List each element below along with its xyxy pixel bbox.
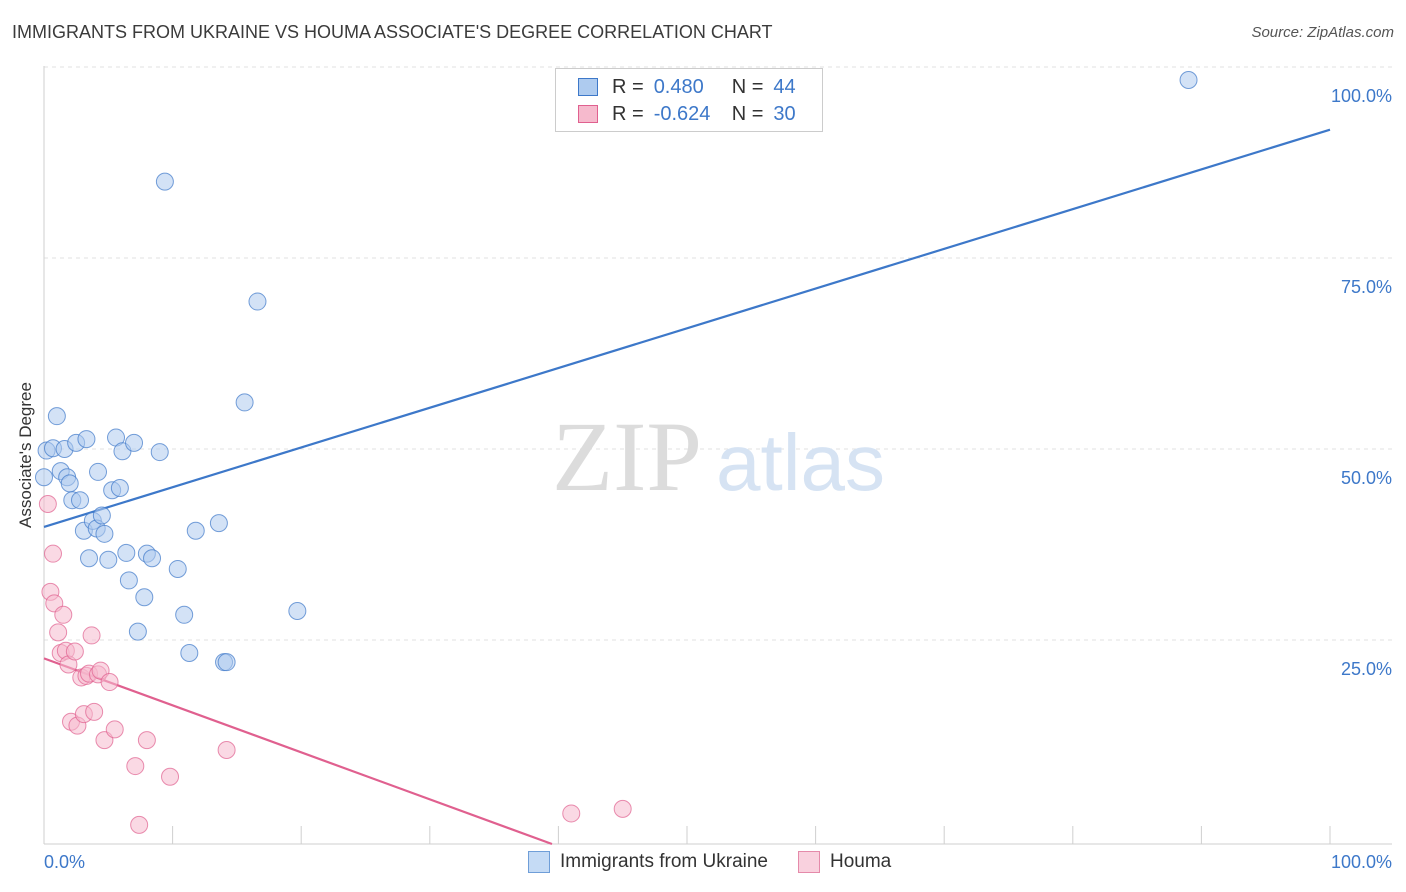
data-point-ukraine	[89, 462, 108, 481]
data-point-ukraine	[235, 393, 254, 412]
n-label: N =	[731, 102, 764, 125]
x-tick-label-min: 0.0%	[44, 852, 86, 872]
data-point-ukraine	[95, 524, 114, 543]
n-label: N =	[731, 75, 764, 98]
data-point-ukraine	[80, 549, 99, 568]
trend-lines	[43, 128, 1331, 846]
data-point-ukraine	[288, 601, 307, 620]
data-point-ukraine	[150, 443, 169, 462]
data-point-ukraine	[47, 407, 66, 426]
data-point-houma	[105, 720, 124, 739]
data-point-ukraine	[92, 506, 111, 525]
data-point-ukraine	[175, 605, 194, 624]
data-point-houma	[130, 815, 149, 834]
data-point-ukraine	[99, 550, 118, 569]
n-value: 44	[773, 75, 796, 98]
data-point-ukraine	[1179, 71, 1198, 89]
y-tick-label: 100.0%	[1330, 86, 1392, 106]
data-point-ukraine	[186, 521, 205, 540]
data-point-houma	[85, 702, 104, 721]
data-point-houma	[161, 767, 180, 786]
stats-row-ukraine: R = 0.480 N = 44	[578, 75, 796, 99]
legend-swatch-pink	[798, 851, 820, 873]
r-value: -0.624	[653, 102, 711, 125]
data-point-ukraine	[209, 514, 228, 533]
legend-item-houma[interactable]: Houma	[798, 851, 891, 873]
series-legend: Immigrants from Ukraine Houma	[528, 851, 921, 873]
data-point-ukraine	[35, 468, 53, 487]
watermark: ZIP atlas	[552, 401, 885, 512]
data-point-houma	[44, 544, 63, 563]
data-point-ukraine	[60, 474, 79, 493]
r-label: R =	[612, 75, 644, 98]
legend-swatch-pink	[578, 105, 598, 123]
source-label: Source: ZipAtlas.com	[1251, 24, 1394, 41]
data-point-ukraine	[119, 571, 138, 590]
data-point-houma	[217, 741, 236, 760]
grid-lines	[44, 66, 1392, 641]
y-axis-label: Associate's Degree	[16, 382, 35, 528]
data-point-houma	[82, 626, 101, 645]
data-point-houma	[54, 605, 73, 624]
x-tick-label-max: 100.0%	[1330, 852, 1392, 872]
data-point-ukraine	[128, 622, 147, 641]
chart-title: IMMIGRANTS FROM UKRAINE VS HOUMA ASSOCIA…	[12, 22, 773, 42]
stats-row-houma: R = -0.624 N = 30	[578, 102, 796, 126]
data-point-houma	[137, 731, 156, 750]
data-points	[35, 71, 1198, 834]
data-point-houma	[100, 673, 119, 692]
data-point-houma	[562, 804, 581, 823]
data-point-ukraine	[135, 588, 154, 607]
n-value: 30	[773, 102, 796, 125]
legend-item-ukraine[interactable]: Immigrants from Ukraine	[528, 851, 768, 873]
stats-legend: R = 0.480 N = 44 R = -0.624 N = 30	[555, 68, 823, 132]
data-point-ukraine	[155, 172, 174, 191]
data-point-houma	[613, 799, 632, 818]
legend-swatch-blue	[578, 78, 598, 96]
trend-line-ukraine	[43, 128, 1331, 528]
data-point-ukraine	[143, 549, 162, 568]
watermark-zip: ZIP	[552, 401, 702, 512]
y-tick-label: 25.0%	[1340, 659, 1392, 679]
data-point-ukraine	[110, 478, 129, 497]
data-point-ukraine	[168, 559, 187, 578]
legend-swatch-blue	[528, 851, 550, 873]
data-point-ukraine	[125, 433, 144, 452]
data-point-houma	[126, 757, 145, 776]
data-point-ukraine	[71, 491, 90, 510]
data-point-ukraine	[248, 292, 267, 311]
data-point-ukraine	[117, 543, 136, 562]
data-point-ukraine	[180, 644, 199, 662]
y-tick-label: 75.0%	[1340, 277, 1392, 297]
data-point-ukraine	[77, 430, 96, 449]
data-point-ukraine	[217, 653, 236, 672]
watermark-atlas: atlas	[716, 418, 885, 507]
data-point-houma	[49, 623, 68, 642]
data-point-houma	[65, 642, 84, 661]
r-value: 0.480	[653, 75, 704, 98]
data-point-houma	[38, 495, 57, 514]
legend-label-houma: Houma	[830, 851, 892, 872]
trend-line-houma	[43, 657, 553, 846]
y-tick-label: 50.0%	[1340, 468, 1392, 488]
r-label: R =	[612, 102, 644, 125]
legend-label-ukraine: Immigrants from Ukraine	[560, 851, 768, 872]
